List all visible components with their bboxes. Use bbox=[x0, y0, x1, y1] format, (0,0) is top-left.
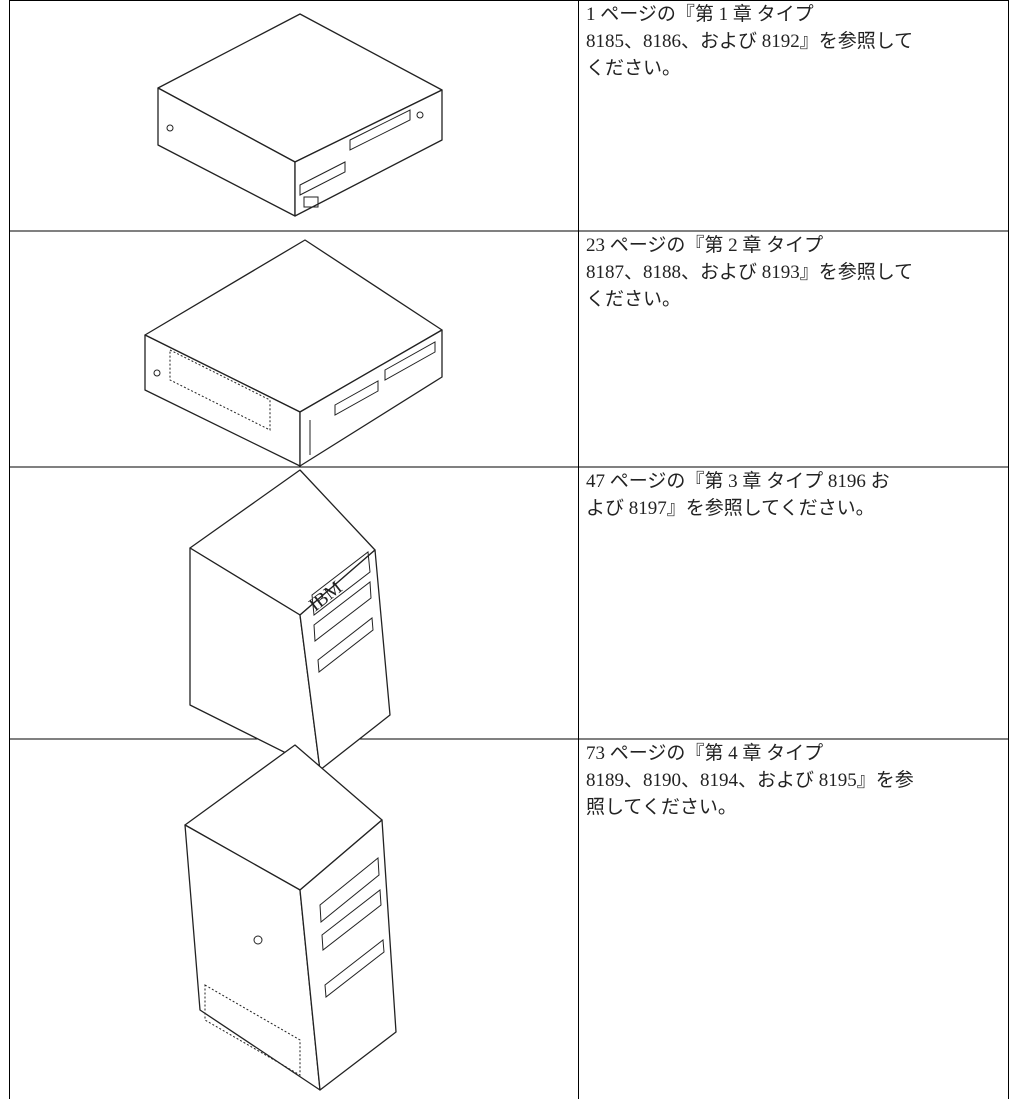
desktop-small-illustration bbox=[157, 13, 443, 217]
cell-text: 8187、8188、および 8193』を参照して bbox=[586, 261, 913, 283]
cell-text: 8189、8190、8194、および 8195』を参 bbox=[586, 769, 914, 791]
tower-illustration: IBM bbox=[189, 469, 391, 771]
cell-text: 23 ページの『第 2 章 タイプ bbox=[586, 234, 823, 256]
cell-text: 1 ページの『第 1 章 タイプ bbox=[586, 3, 814, 25]
table-borders bbox=[9, 0, 1009, 1099]
cell-text: ください。 bbox=[586, 289, 681, 310]
cell-text: ください。 bbox=[586, 58, 681, 79]
cell-text: 47 ページの『第 3 章 タイプ 8196 お bbox=[586, 470, 890, 492]
cell-text: よび 8197』を参照してください。 bbox=[586, 497, 875, 519]
tower-large-illustration bbox=[184, 744, 397, 1091]
cell-text: 8185、8186、および 8192』を参照して bbox=[586, 30, 913, 52]
desktop-large-illustration bbox=[144, 239, 443, 467]
cell-text: 照してください。 bbox=[586, 797, 737, 818]
cell-text: 73 ページの『第 4 章 タイプ bbox=[586, 742, 823, 764]
